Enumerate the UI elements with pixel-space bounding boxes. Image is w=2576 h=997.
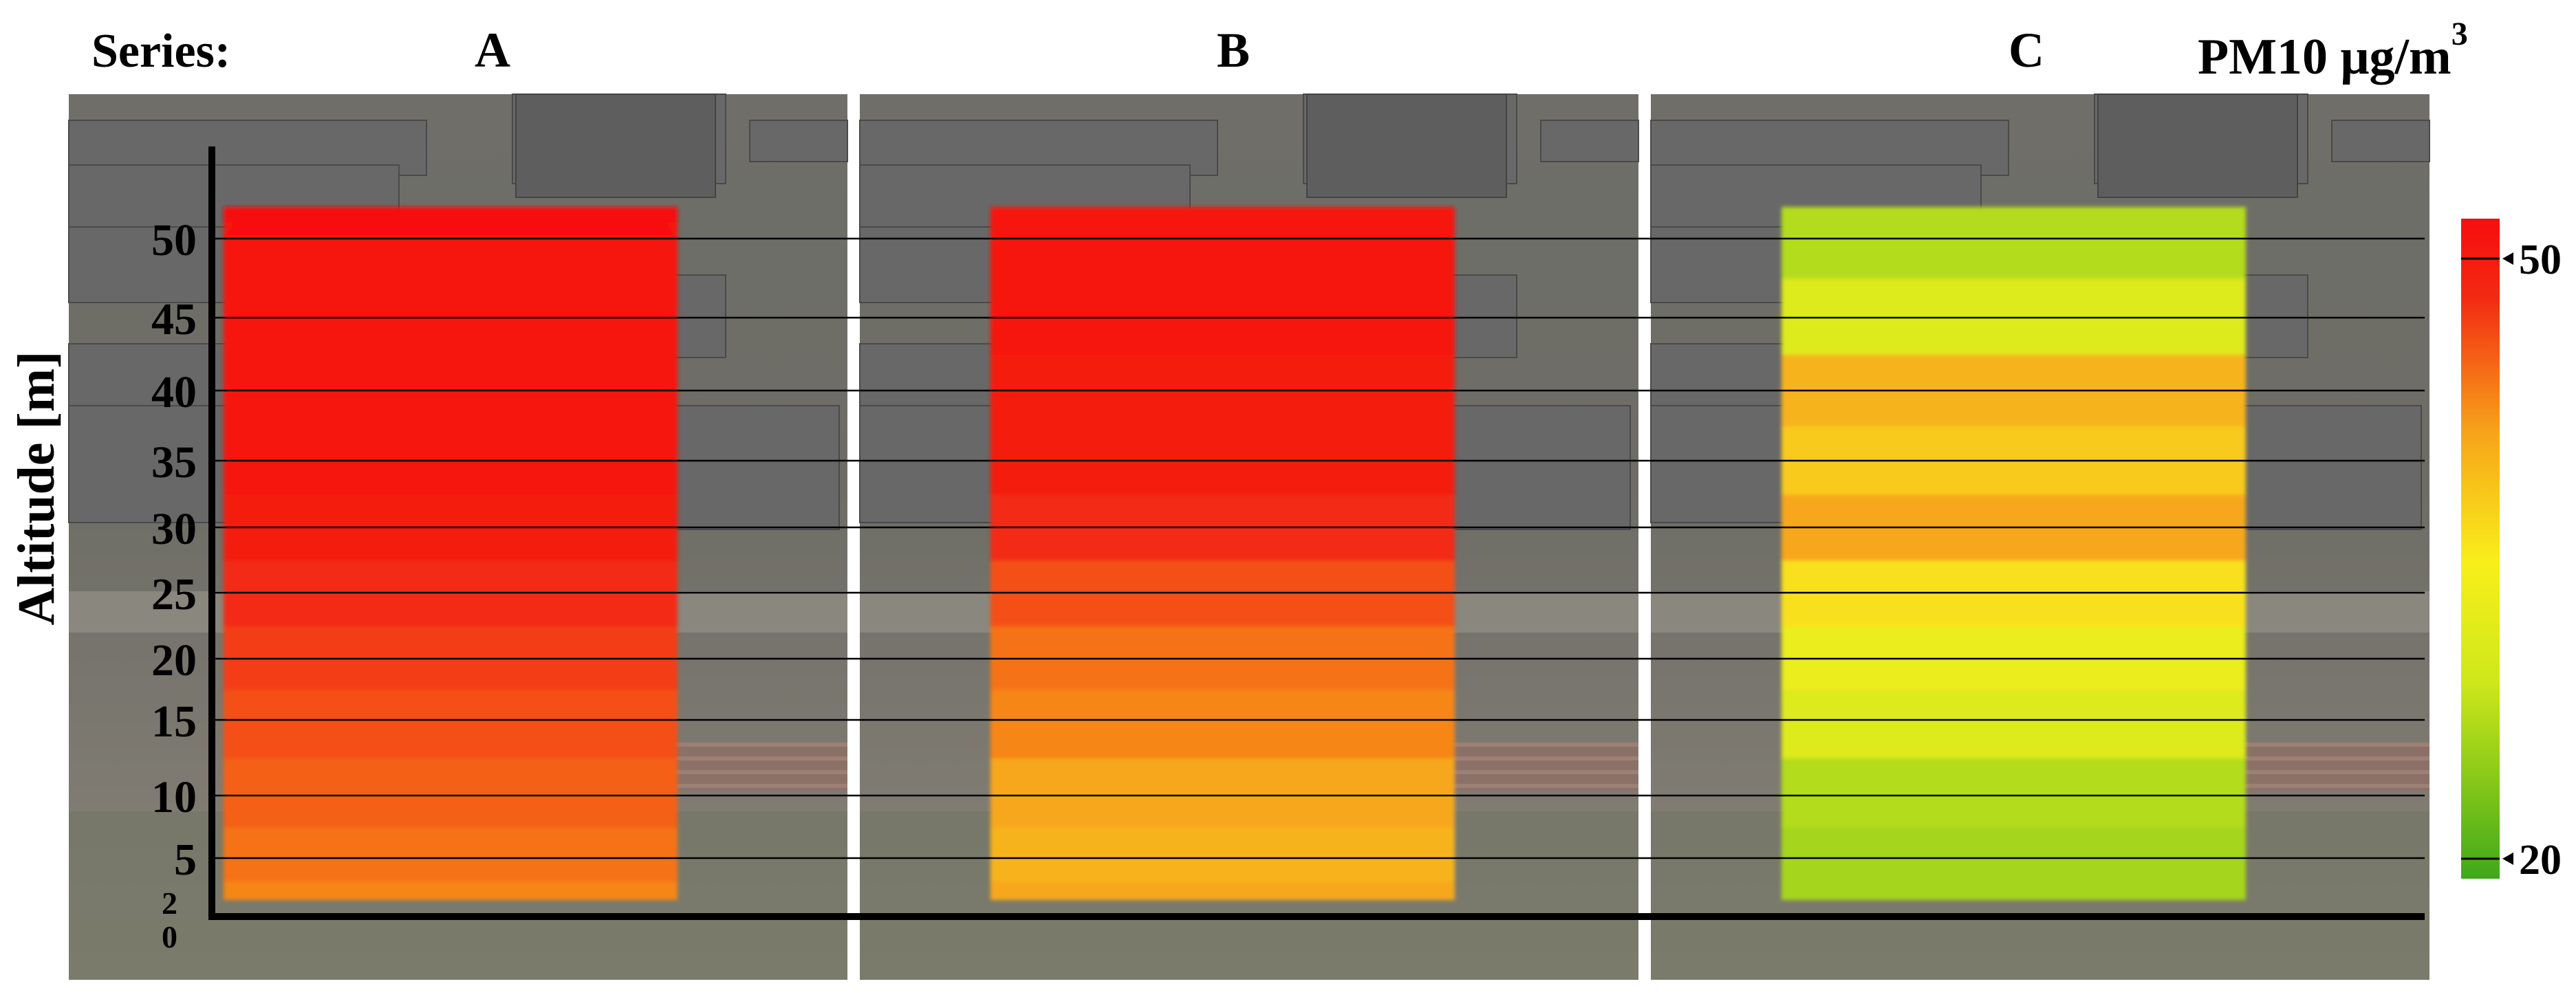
y-tick-label-30: 30 bbox=[151, 504, 197, 554]
heat-band bbox=[224, 625, 678, 690]
panel-separator bbox=[1641, 94, 1648, 980]
heat-band bbox=[224, 880, 678, 900]
series-label: Series: bbox=[91, 25, 230, 78]
series-name-a: A bbox=[475, 23, 510, 78]
y-tick-label-2: 2 bbox=[162, 886, 177, 921]
heat-band bbox=[1782, 826, 2246, 882]
panel-a bbox=[68, 94, 848, 980]
red-path bbox=[2242, 743, 2429, 791]
heat-band bbox=[1782, 757, 2246, 828]
heat-column-cap bbox=[1782, 208, 2246, 242]
y-axis-label: Altitude [m] bbox=[8, 351, 65, 626]
series-name-c: C bbox=[2009, 23, 2044, 78]
tall-building bbox=[515, 94, 716, 198]
heat-band bbox=[224, 688, 678, 758]
units-label-text: PM10 μg/m bbox=[2198, 29, 2451, 85]
colorbar bbox=[2461, 219, 2500, 879]
gridlines bbox=[212, 237, 2425, 859]
y-tick-label-25: 25 bbox=[151, 569, 197, 620]
panels bbox=[68, 94, 2430, 980]
series-name-b: B bbox=[1217, 23, 1250, 78]
colorbar-tick-mark-50 bbox=[2502, 252, 2513, 265]
tall-building bbox=[2097, 94, 2298, 198]
building bbox=[2331, 120, 2430, 162]
panel-c bbox=[1650, 94, 2430, 980]
heat-column-cap bbox=[991, 208, 1455, 242]
y-tick-label-50: 50 bbox=[151, 215, 197, 265]
y-tick-label-35: 35 bbox=[151, 437, 197, 487]
units-exponent: 3 bbox=[2451, 16, 2468, 52]
y-tick-label-15: 15 bbox=[151, 697, 197, 747]
heat-band bbox=[1782, 277, 2246, 355]
heat-band bbox=[991, 277, 1455, 355]
y-tick-label-10: 10 bbox=[151, 772, 197, 822]
units-label: PM10 μg/m3 bbox=[2198, 16, 2468, 85]
red-path bbox=[660, 743, 847, 791]
heat-column bbox=[1782, 207, 2246, 900]
building bbox=[1540, 120, 1639, 162]
panel-separator bbox=[850, 94, 857, 980]
colorbar-tick-mark-20 bbox=[2502, 852, 2513, 865]
red-path bbox=[1451, 743, 1638, 791]
building bbox=[749, 120, 848, 162]
y-tick-label-20: 20 bbox=[151, 635, 197, 686]
heat-band bbox=[991, 688, 1455, 758]
heat-column-cap bbox=[224, 208, 678, 242]
y-tick-label-40: 40 bbox=[151, 367, 197, 417]
series-name-labels: A B C bbox=[475, 23, 2044, 78]
heat-band bbox=[224, 757, 678, 828]
heat-band bbox=[991, 880, 1455, 900]
heat-band bbox=[224, 826, 678, 882]
heat-band bbox=[224, 277, 678, 355]
heat-band bbox=[991, 757, 1455, 828]
heat-column bbox=[991, 207, 1455, 900]
tall-building bbox=[1306, 94, 1507, 198]
panel-b bbox=[859, 94, 1639, 980]
heat-band bbox=[1782, 880, 2246, 900]
colorbar-tick-label-20: 20 bbox=[2519, 837, 2562, 884]
heat-band bbox=[1782, 688, 2246, 758]
heat-band bbox=[991, 826, 1455, 882]
heat-band bbox=[991, 625, 1455, 690]
y-tick-label-0: 0 bbox=[162, 919, 177, 954]
y-tick-label-5: 5 bbox=[174, 835, 197, 885]
colorbar-tick-label-50: 50 bbox=[2519, 237, 2562, 283]
heat-band bbox=[1782, 625, 2246, 690]
y-tick-label-45: 45 bbox=[151, 294, 197, 344]
